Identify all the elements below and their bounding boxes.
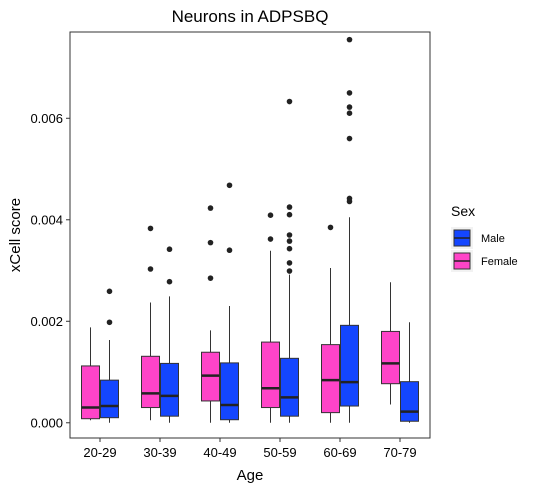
outlier-point: [226, 247, 233, 254]
iqr-box: [220, 362, 239, 421]
iqr-box: [141, 355, 160, 409]
x-tick-label: 30-39: [143, 445, 176, 460]
outlier-point: [147, 225, 154, 232]
box-male-40-49: [220, 182, 239, 423]
x-tick-label: 20-29: [83, 445, 116, 460]
outlier-point: [207, 205, 214, 211]
outlier-point: [346, 36, 353, 43]
legend-title: Sex: [451, 203, 475, 219]
box-female-50-59: [261, 212, 280, 423]
outlier-point: [106, 288, 113, 295]
legend-label: Male: [481, 233, 505, 245]
y-axis-title: xCell score: [7, 198, 24, 272]
iqr-box: [100, 379, 119, 419]
outlier-point: [207, 239, 214, 246]
outlier-point: [226, 182, 233, 189]
box-male-50-59: [280, 98, 299, 423]
box-female-40-49: [201, 205, 220, 423]
box-male-60-69: [340, 36, 359, 423]
y-tick-label: 0.000: [30, 415, 63, 430]
iqr-box: [81, 365, 100, 420]
y-tick-label: 0.002: [30, 314, 63, 329]
outlier-point: [286, 204, 293, 210]
box-male-20-29: [100, 288, 119, 423]
iqr-box: [381, 330, 400, 385]
x-axis-title: Age: [237, 467, 264, 484]
outlier-point: [346, 110, 353, 116]
outlier-point: [286, 245, 293, 252]
outlier-point: [286, 98, 293, 105]
outlier-point: [327, 224, 334, 231]
outlier-point: [286, 268, 293, 274]
outlier-point: [346, 104, 353, 110]
x-tick-label: 50-59: [263, 445, 296, 460]
plot-panel: [69, 31, 431, 439]
iqr-box: [400, 381, 419, 422]
outlier-point: [207, 275, 214, 281]
y-axis: 0.000 0.002 0.004 0.006: [30, 111, 70, 430]
outlier-point: [166, 246, 173, 253]
legend: Sex Male Female: [451, 203, 518, 272]
outlier-point: [286, 232, 293, 238]
outlier-point: [166, 278, 173, 285]
iqr-box: [160, 362, 179, 417]
iqr-box: [280, 357, 299, 417]
outlier-point: [267, 212, 274, 219]
legend-entry-male: Male: [451, 227, 505, 249]
y-tick-label: 0.004: [30, 212, 63, 227]
x-tick-label: 60-69: [323, 445, 356, 460]
iqr-box: [261, 341, 280, 409]
outlier-point: [286, 211, 293, 218]
legend-label: Female: [481, 256, 518, 268]
iqr-box: [321, 344, 340, 414]
outlier-point: [286, 238, 293, 244]
outlier-point: [267, 236, 274, 242]
outlier-point: [147, 266, 154, 272]
outlier-point: [286, 260, 293, 266]
outlier-point: [106, 319, 113, 326]
box-male-30-39: [160, 246, 179, 423]
iqr-box: [340, 324, 359, 407]
box-female-30-39: [141, 225, 160, 421]
legend-entry-female: Female: [451, 250, 518, 272]
x-tick-label: 40-49: [203, 445, 236, 460]
box-male-70-79: [400, 322, 419, 423]
chart-title: Neurons in ADPSBQ: [172, 7, 329, 26]
outlier-point: [346, 135, 353, 142]
x-axis: 20-29 30-39 40-49 50-59 60-69 70-79: [83, 438, 417, 460]
box-female-20-29: [81, 327, 100, 421]
y-tick-label: 0.006: [30, 111, 63, 126]
box-female-60-69: [321, 224, 340, 423]
x-tick-label: 70-79: [383, 445, 416, 460]
box-female-70-79: [381, 282, 400, 405]
box-series: [81, 36, 419, 423]
outlier-point: [346, 90, 353, 96]
outlier-point: [346, 195, 353, 202]
